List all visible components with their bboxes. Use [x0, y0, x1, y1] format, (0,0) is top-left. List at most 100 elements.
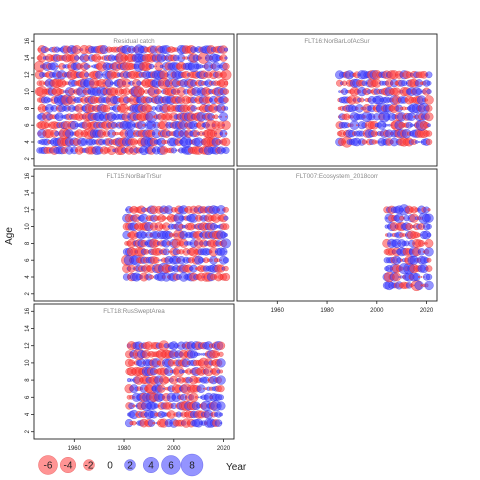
y-tick-label: 16: [25, 307, 31, 314]
residual-bubble: [222, 223, 230, 230]
panel-2: FLT16:NorBarLofAcSur: [236, 33, 438, 167]
residual-bubble: [223, 47, 229, 52]
y-tick-label: 4: [25, 412, 31, 416]
residual-bubble: [195, 107, 198, 110]
panel-4: FLT007:Ecosystem_2018corr 1960 1980 2000 202…: [236, 168, 438, 314]
residual-bubble: [424, 247, 434, 257]
residual-bubble: [149, 274, 154, 280]
panel-frame: [236, 168, 438, 302]
y-tick-label: 10: [25, 88, 31, 95]
residual-bubble: [424, 280, 434, 291]
residual-bubble: [223, 88, 230, 95]
x-tick-label: 2000: [370, 308, 384, 314]
y-axis-title: Age: [4, 227, 15, 245]
legend-bubble: [38, 455, 58, 475]
residual-bubble: [218, 112, 229, 122]
panel-bubbles: [121, 205, 231, 282]
panel-title: Residual catch: [113, 38, 155, 45]
residual-bubble: [220, 422, 223, 425]
x-tick-label: 1980: [320, 308, 334, 314]
residual-bubble: [427, 123, 431, 128]
residual-bubble: [427, 208, 431, 212]
legend-bubble: [161, 455, 181, 475]
residual-bubble: [417, 275, 421, 279]
residual-bubble: [162, 387, 165, 390]
residual-bubble: [425, 138, 433, 146]
y-tick-label: 16: [25, 172, 31, 179]
residual-bubble: [420, 276, 423, 278]
residual-bubble: [175, 149, 178, 152]
residual-bubble: [225, 116, 227, 118]
size-legend: -6 -4 -2 0 2 4 6 8: [38, 453, 204, 477]
residual-bubble: [214, 419, 223, 427]
residual-bubble: [414, 140, 419, 144]
residual-bubble: [216, 375, 226, 385]
residual-bubble: [219, 247, 228, 256]
residual-bubble: [425, 130, 433, 137]
panel-bubbles: [335, 70, 434, 148]
residual-bubble: [424, 213, 434, 223]
legend-label: 6: [168, 461, 174, 472]
residual-bubble: [223, 81, 229, 86]
y-tick-label: 8: [25, 241, 31, 245]
residual-bubble: [425, 104, 433, 112]
residual-bubble: [426, 232, 432, 238]
legend-bubble: [124, 459, 136, 471]
panel-frame: [33, 33, 235, 167]
panel-3: FLT15:NorBarTrSur 2 4 6 8 10 12 14 16: [25, 168, 235, 302]
residual-bubble: [202, 352, 206, 356]
residual-bubble: [426, 223, 432, 230]
residual-bubble: [216, 341, 226, 350]
residual-bubble: [223, 206, 229, 213]
residual-bubble: [425, 273, 433, 281]
residual-bubble: [100, 74, 103, 76]
residual-bubble: [221, 137, 231, 147]
y-tick-label: 2: [25, 429, 31, 433]
residual-bubble: [221, 120, 231, 130]
residual-bubble: [355, 124, 358, 127]
residual-bubble: [225, 250, 227, 253]
legend-label: -4: [64, 461, 73, 472]
residual-bubble: [424, 239, 434, 248]
y-tick-label: 12: [25, 342, 31, 349]
residual-bubble: [220, 69, 232, 81]
y-tick-label: 6: [25, 395, 31, 399]
y-tick-label: 14: [25, 189, 31, 196]
residual-bubble: [153, 65, 155, 68]
residual-bubble: [217, 385, 225, 393]
y-tick-label: 10: [25, 223, 31, 230]
y-tick-label: 14: [25, 325, 31, 332]
residual-bubble: [222, 257, 230, 264]
residual-bubble: [224, 132, 228, 135]
y-tick-label: 16: [25, 37, 31, 44]
x-tick-label: 2020: [217, 446, 231, 452]
residual-bubble: [216, 358, 226, 368]
residual-bubble: [424, 112, 434, 122]
residual-bubble: [224, 56, 228, 60]
legend-label: 2: [127, 461, 133, 472]
residual-bubble: [409, 123, 414, 128]
residual-bubble: [222, 146, 230, 154]
x-tick-label: 1960: [68, 446, 82, 452]
x-axis-title: Year: [226, 462, 247, 473]
residual-bubble: [219, 369, 224, 374]
residual-bubble: [223, 265, 229, 272]
panel-1: Residual catch 2 4 6 8 10 12 14 16: [25, 33, 235, 167]
residual-bubble: [223, 215, 229, 221]
residual-bubble: [224, 233, 228, 237]
residual-bubble: [424, 95, 434, 105]
panel-title: FLT16:NorBarLofAcSur: [304, 38, 369, 45]
legend-label: 8: [189, 461, 195, 472]
y-tick-label: 6: [25, 258, 31, 262]
panel-bubbles: [124, 340, 226, 428]
residual-bubble: [426, 257, 432, 263]
residual-bubble: [167, 250, 170, 253]
legend-label: 0: [107, 461, 113, 472]
x-tick-label: 1960: [271, 308, 285, 314]
residual-bubble: [87, 64, 91, 68]
residual-bubble: [223, 97, 229, 103]
residual-bubble: [218, 351, 224, 357]
residual-bubble: [158, 259, 160, 262]
x-tick-label: 2020: [420, 308, 434, 314]
residual-bubble: [426, 89, 432, 95]
